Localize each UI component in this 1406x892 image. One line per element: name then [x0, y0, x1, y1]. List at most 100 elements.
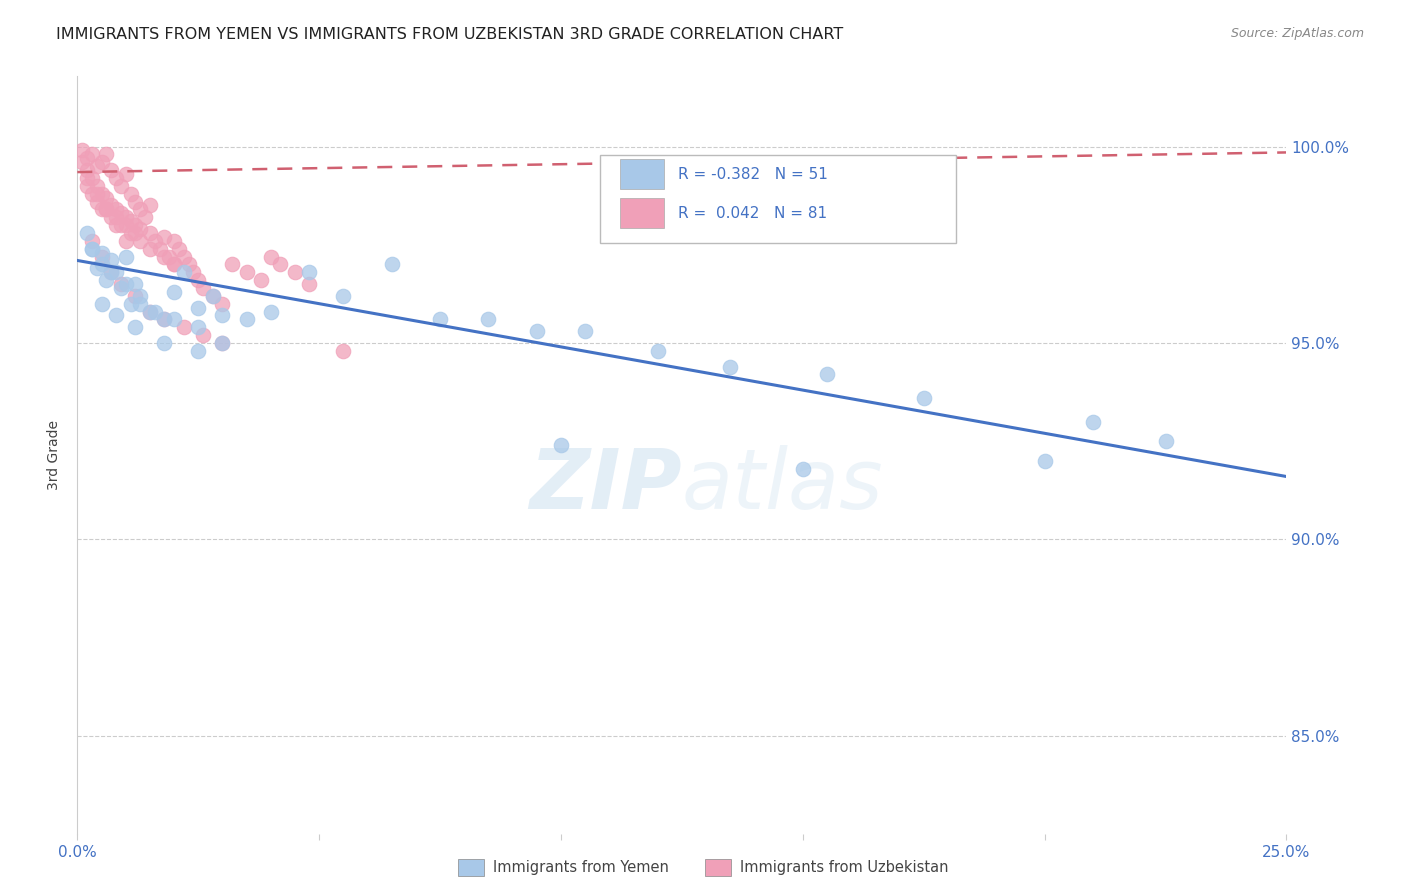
Point: [221, 257, 243, 271]
Point: [201, 289, 224, 303]
Point: [129, 202, 152, 217]
Point: [298, 277, 321, 291]
Point: [120, 186, 142, 201]
Point: [134, 211, 156, 225]
Point: [429, 312, 451, 326]
Point: [120, 296, 142, 310]
Point: [76, 171, 98, 186]
Point: [187, 273, 209, 287]
Point: [1154, 434, 1177, 449]
Point: [110, 178, 132, 193]
Point: [100, 265, 122, 279]
Text: atlas: atlas: [682, 445, 883, 525]
Text: R = -0.382   N = 51: R = -0.382 N = 51: [678, 167, 828, 182]
Point: [90, 257, 112, 271]
Point: [86, 194, 108, 209]
Point: [187, 343, 209, 358]
Point: [173, 265, 195, 279]
Point: [163, 312, 186, 326]
Point: [105, 211, 128, 225]
Point: [201, 289, 224, 303]
Point: [153, 250, 176, 264]
Point: [477, 312, 499, 326]
Point: [80, 186, 103, 201]
Point: [120, 214, 142, 228]
Point: [260, 250, 283, 264]
Point: [90, 296, 112, 310]
Point: [90, 202, 112, 217]
Text: IMMIGRANTS FROM YEMEN VS IMMIGRANTS FROM UZBEKISTAN 3RD GRADE CORRELATION CHART: IMMIGRANTS FROM YEMEN VS IMMIGRANTS FROM…: [56, 27, 844, 42]
FancyBboxPatch shape: [620, 198, 664, 228]
Point: [114, 234, 136, 248]
Point: [574, 324, 596, 338]
Point: [211, 309, 233, 323]
Point: [647, 343, 669, 358]
Point: [129, 222, 152, 236]
Point: [114, 277, 136, 291]
Point: [139, 304, 162, 318]
Point: [76, 178, 98, 193]
Point: [129, 289, 152, 303]
Point: [100, 198, 122, 212]
Point: [90, 245, 112, 260]
Point: [100, 211, 122, 225]
FancyBboxPatch shape: [600, 155, 956, 243]
Point: [100, 163, 122, 178]
Point: [124, 194, 146, 209]
Point: [86, 186, 108, 201]
Point: [114, 250, 136, 264]
Point: [139, 226, 162, 240]
Point: [191, 328, 214, 343]
Point: [124, 277, 146, 291]
Point: [163, 257, 186, 271]
Point: [269, 257, 291, 271]
Point: [153, 230, 176, 244]
Point: [1033, 454, 1056, 468]
Point: [124, 289, 146, 303]
Point: [110, 281, 132, 295]
Point: [173, 250, 195, 264]
Point: [235, 312, 257, 326]
Point: [105, 202, 128, 217]
Point: [332, 343, 354, 358]
Point: [86, 261, 108, 276]
Point: [157, 250, 180, 264]
Point: [718, 359, 741, 374]
Point: [148, 242, 170, 256]
Point: [80, 242, 103, 256]
Point: [912, 391, 935, 405]
Point: [235, 265, 257, 279]
Point: [526, 324, 548, 338]
Point: [153, 312, 176, 326]
Point: [90, 186, 112, 201]
Point: [76, 163, 98, 178]
Point: [332, 289, 354, 303]
Point: [139, 304, 162, 318]
Point: [96, 147, 118, 161]
Point: [139, 198, 162, 212]
Point: [114, 167, 136, 181]
Point: [96, 202, 118, 217]
Point: [105, 265, 128, 279]
Point: [124, 218, 146, 232]
Point: [80, 242, 103, 256]
Point: [284, 265, 307, 279]
Point: [124, 226, 146, 240]
Point: [96, 202, 118, 217]
Point: [153, 312, 176, 326]
Point: [96, 273, 118, 287]
Point: [211, 335, 233, 350]
Point: [76, 151, 98, 165]
Point: [96, 191, 118, 205]
Point: [250, 273, 273, 287]
Point: [211, 296, 233, 310]
Point: [80, 234, 103, 248]
Point: [139, 242, 162, 256]
Point: [815, 368, 838, 382]
Point: [114, 211, 136, 225]
Point: [163, 257, 186, 271]
Point: [105, 218, 128, 232]
Point: [110, 206, 132, 220]
Point: [90, 250, 112, 264]
Y-axis label: 3rd Grade: 3rd Grade: [48, 420, 62, 490]
